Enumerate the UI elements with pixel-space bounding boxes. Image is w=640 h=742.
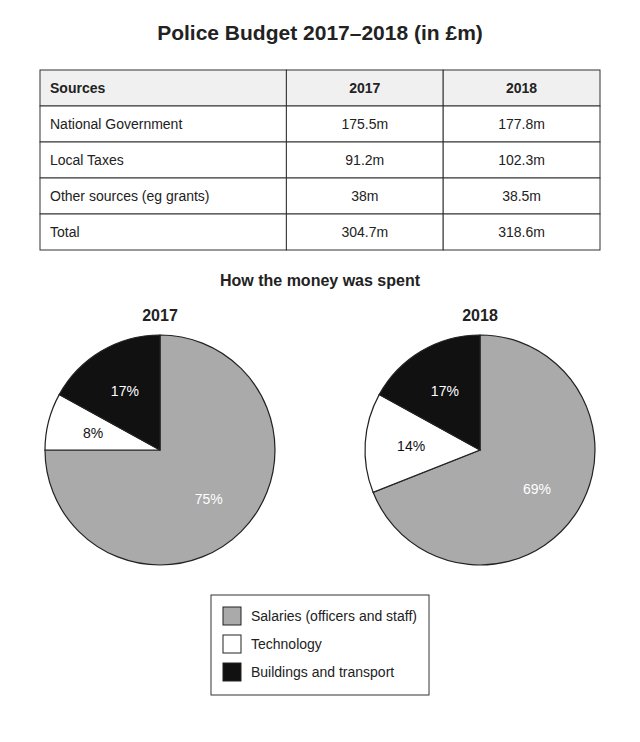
cell-label: 38.5m (502, 188, 541, 204)
table-cell (40, 106, 286, 142)
table-cell (443, 106, 600, 142)
header-cell (286, 70, 443, 106)
pie-slice (379, 335, 480, 450)
row-label: Other sources (eg grants) (50, 188, 210, 204)
legend-label: Buildings and transport (251, 664, 394, 680)
row-label: Local Taxes (50, 152, 124, 168)
table: Sources 2017 2018 National Government 175.5m… (40, 70, 600, 250)
data-label: 75% (195, 491, 223, 507)
table-cell (286, 178, 443, 214)
pie: 2018 69% 14% 17% (365, 307, 595, 565)
data-label: 8% (83, 425, 103, 441)
pie-slice (59, 335, 160, 450)
chart-root: Police Budget 2017–2018 (in £m) Sources 20… (0, 0, 640, 742)
table-cell (286, 214, 443, 250)
cell-label: 318.6m (498, 224, 545, 240)
data-label: 14% (397, 438, 425, 454)
table-cell (443, 214, 600, 250)
legend-label: Salaries (officers and staff) (251, 608, 417, 624)
legend: Salaries (officers and staff) Technology B… (211, 595, 429, 695)
pie-title: 2018 (462, 307, 498, 324)
pie-section-title: How the money was spent (220, 272, 421, 289)
legend-swatch (223, 607, 241, 625)
legend-label: Technology (251, 636, 322, 652)
data-label: 17% (111, 383, 139, 399)
row-label: National Government (50, 116, 182, 132)
pie-title: 2017 (142, 307, 178, 324)
header-text: 2017 (349, 80, 380, 96)
row-label: Total (50, 224, 80, 240)
header-cell (443, 70, 600, 106)
legend-swatch (223, 635, 241, 653)
table-cell (286, 106, 443, 142)
data-label: 17% (431, 383, 459, 399)
legend-frame (211, 595, 429, 695)
table-cell (443, 142, 600, 178)
table-cell (40, 178, 286, 214)
cell-label: 38m (351, 188, 378, 204)
header-text: 2018 (506, 80, 537, 96)
cell-label: 177.8m (498, 116, 545, 132)
title: Police Budget 2017–2018 (in £m) (157, 21, 483, 44)
cell-label: 175.5m (341, 116, 388, 132)
pie-slice (45, 335, 275, 565)
data-label: 69% (523, 481, 551, 497)
pie: 2017 75% 8% 17% (45, 307, 275, 565)
table-cell (40, 142, 286, 178)
cell-label: 102.3m (498, 152, 545, 168)
table-cell (286, 142, 443, 178)
cell-label: 91.2m (345, 152, 384, 168)
pie-slice (373, 335, 595, 565)
header-cell (40, 70, 286, 106)
cell-label: 304.7m (341, 224, 388, 240)
table-cell (40, 214, 286, 250)
header-text: Sources (50, 80, 105, 96)
legend-swatch (223, 663, 241, 681)
table-cell (443, 178, 600, 214)
